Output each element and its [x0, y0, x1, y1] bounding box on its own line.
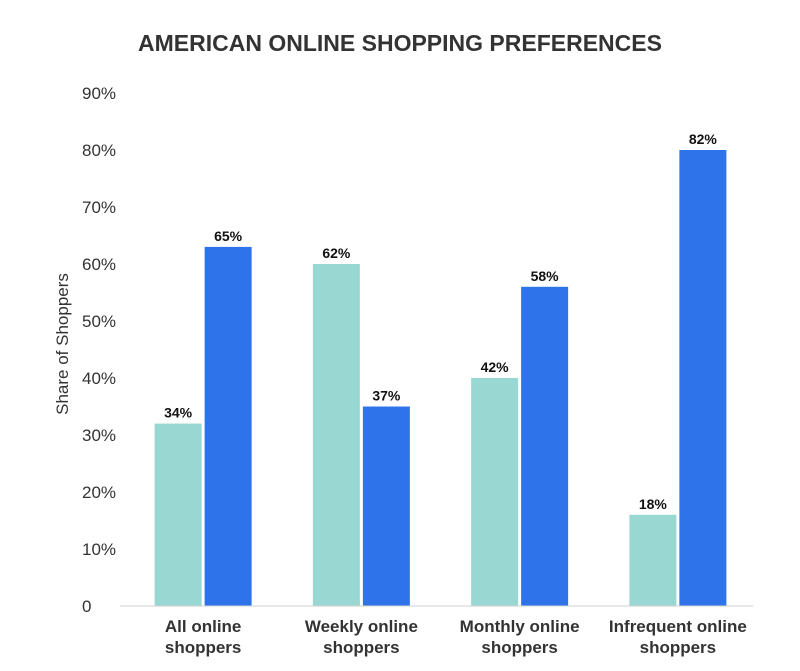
data-label: 18%: [639, 496, 668, 512]
x-tick-label: Weekly online shoppers: [305, 617, 418, 657]
chart-title: AMERICAN ONLINE SHOPPING PREFERENCES: [138, 30, 662, 56]
bar: [521, 286, 569, 606]
data-label: 37%: [372, 388, 401, 404]
x-tick-label: Monthly online shoppers: [460, 617, 580, 657]
y-axis-ticks: 0 10% 20% 30% 40% 50% 60% 70% 80% 90%: [82, 84, 116, 616]
bars: 34% 65% 62% 37% 42% 58% 18% 82%: [154, 131, 727, 606]
bar: [154, 423, 202, 606]
data-label: 58%: [531, 268, 560, 284]
data-label: 34%: [164, 405, 193, 421]
bar: [312, 264, 360, 606]
x-axis-ticks: All online shoppers Weekly online shoppers M…: [165, 617, 747, 657]
y-tick-label: 90%: [82, 84, 116, 103]
y-tick-label: 80%: [82, 141, 116, 160]
data-label: 62%: [322, 245, 351, 261]
bar: [204, 246, 252, 606]
y-tick-label: 70%: [82, 198, 116, 217]
bar: [629, 514, 677, 606]
x-tick-label: Infrequent online shoppers: [609, 617, 747, 657]
data-label: 42%: [481, 359, 510, 375]
data-label: 82%: [689, 131, 718, 147]
x-tick-label: All online shoppers: [165, 617, 242, 657]
y-tick-label: 40%: [82, 369, 116, 388]
y-tick-label: 30%: [82, 426, 116, 445]
bar: [679, 150, 727, 606]
y-tick-label: 10%: [82, 540, 116, 559]
y-axis-label: Share of Shoppers: [53, 273, 72, 415]
data-label: 65%: [214, 228, 243, 244]
y-tick-label: 0: [82, 597, 91, 616]
bar: [471, 378, 519, 606]
y-tick-label: 50%: [82, 312, 116, 331]
bar: [362, 406, 410, 606]
y-tick-label: 20%: [82, 483, 116, 502]
y-tick-label: 60%: [82, 255, 116, 274]
